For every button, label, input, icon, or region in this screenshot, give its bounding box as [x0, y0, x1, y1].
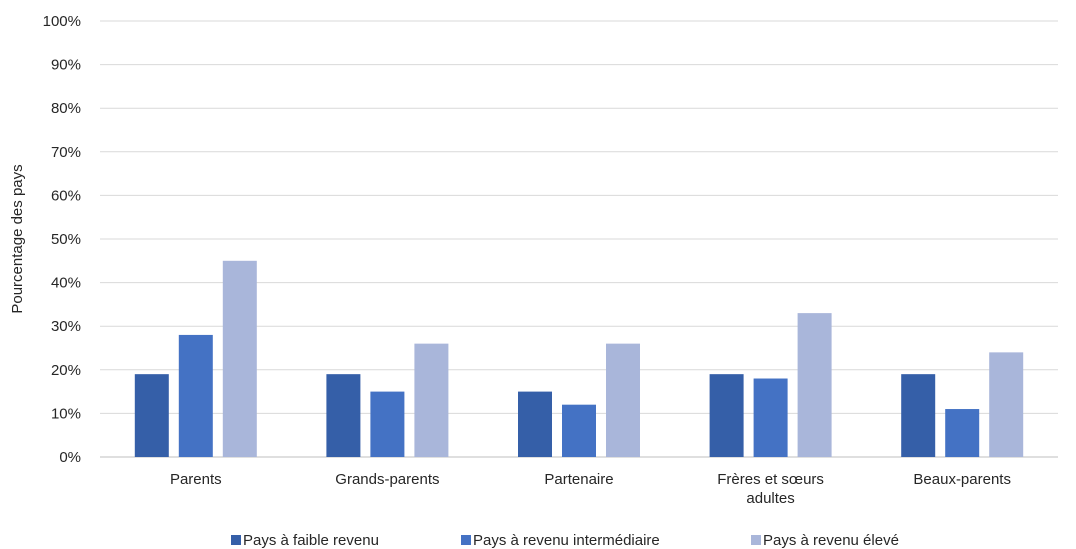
- bar: [518, 391, 552, 457]
- legend-label: Pays à revenu intermédiaire: [473, 532, 660, 549]
- bar: [945, 409, 980, 457]
- bar: [370, 391, 405, 457]
- y-tick-label: 30%: [51, 318, 81, 335]
- x-category-label: Partenaire: [544, 471, 613, 488]
- bar: [326, 374, 361, 457]
- bar: [414, 343, 449, 457]
- bars: [134, 260, 1024, 457]
- bar: [753, 378, 788, 457]
- y-tick-label: 70%: [51, 144, 81, 161]
- x-category-label: Parents: [170, 471, 222, 488]
- bar: [222, 260, 257, 457]
- legend-label: Pays à faible revenu: [243, 532, 379, 549]
- x-category-label: Grands-parents: [335, 471, 439, 488]
- legend-swatch: [751, 535, 761, 545]
- bar: [178, 334, 213, 457]
- y-tick-label: 10%: [51, 405, 81, 422]
- y-tick-label: 60%: [51, 187, 81, 204]
- bar: [709, 374, 744, 457]
- bar: [134, 374, 169, 457]
- x-axis-categories: Parents Grands-parents Partenaire Frères et…: [170, 471, 1011, 507]
- y-tick-label: 90%: [51, 57, 81, 74]
- x-category-label: Beaux-parents: [913, 471, 1011, 488]
- x-category-label: Frères et sœurs adultes: [717, 471, 824, 507]
- gridlines: [100, 20, 1058, 458]
- bar: [901, 374, 936, 457]
- bar: [606, 343, 640, 457]
- legend-swatch: [231, 535, 241, 545]
- bar: [562, 404, 596, 457]
- legend: Pays à faible revenu Pays à revenu interm…: [231, 532, 899, 549]
- y-tick-label: 80%: [51, 100, 81, 117]
- y-tick-label: 20%: [51, 362, 81, 379]
- y-axis-ticks: 0% 10% 20% 30% 40% 50% 60% 70% 80% 90% 100%: [43, 13, 81, 466]
- y-tick-label: 50%: [51, 231, 81, 248]
- bar: [797, 313, 832, 457]
- y-tick-label: 40%: [51, 275, 81, 292]
- y-tick-label: 0%: [59, 449, 81, 466]
- bar: [989, 352, 1024, 457]
- y-tick-label: 100%: [43, 13, 81, 30]
- y-axis-label: Pourcentage des pays: [9, 164, 26, 313]
- legend-label: Pays à revenu élevé: [763, 532, 899, 549]
- legend-swatch: [461, 535, 471, 545]
